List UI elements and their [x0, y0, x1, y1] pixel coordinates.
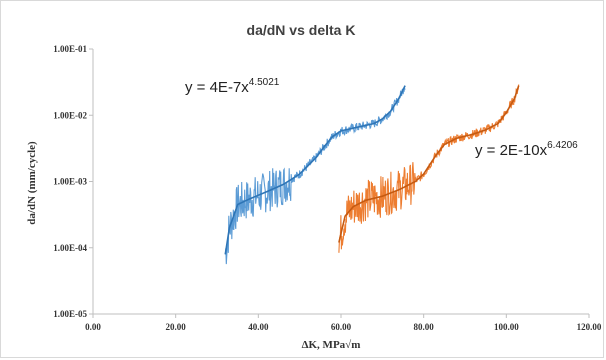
series-2-data-line	[338, 84, 520, 253]
equation-series-2-exponent: 6.4206	[547, 140, 578, 151]
x-tick-label: 80.00	[414, 322, 435, 332]
x-tick-label: 0.00	[85, 322, 101, 332]
x-tick-label: 60.00	[331, 322, 352, 332]
equation-series-2-base: y = 2E-10x	[475, 142, 548, 159]
y-tick-label: 1.00E-02	[53, 110, 87, 120]
series-1	[224, 85, 406, 265]
x-tick-labels: 0.00 20.00 40.00 60.00 80.00 100.00 120.00	[85, 322, 602, 332]
axes	[89, 48, 590, 318]
equation-series-1-base: y = 4E-7x	[185, 79, 249, 96]
equation-series-1-exponent: 4.5021	[249, 77, 280, 88]
x-tick-label: 20.00	[166, 322, 187, 332]
equation-series-1: y = 4E-7x4.5021	[185, 77, 280, 96]
x-axis-label: ΔK, MPa√m	[302, 339, 361, 351]
y-tick-label: 1.00E-01	[53, 44, 87, 54]
plot-area	[224, 84, 520, 265]
series-2	[338, 84, 520, 253]
y-tick-labels: 1.00E-05 1.00E-04 1.00E-03 1.00E-02 1.00E-01	[53, 44, 87, 319]
x-tick-label: 100.00	[494, 322, 519, 332]
series-1-data-line	[224, 86, 406, 265]
y-tick-label: 1.00E-04	[53, 243, 87, 253]
y-tick-label: 1.00E-05	[53, 309, 87, 319]
y-tick-label: 1.00E-03	[53, 177, 87, 187]
equation-series-2: y = 2E-10x6.4206	[475, 140, 578, 159]
y-axis-label: da/dN (mm/cycle)	[26, 141, 38, 225]
x-tick-label: 120.00	[577, 322, 602, 332]
chart-title: da/dN vs delta K	[247, 22, 356, 38]
series-2-data-core	[338, 85, 520, 243]
x-tick-label: 40.00	[248, 322, 269, 332]
series-1-data-core	[224, 85, 406, 255]
